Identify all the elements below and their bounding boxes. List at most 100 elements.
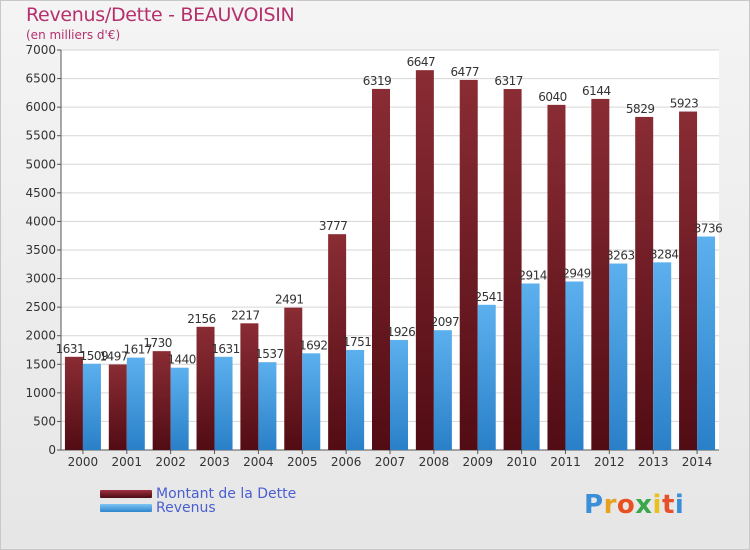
value-label-dette: 1730	[143, 336, 172, 350]
x-tick-label: 2009	[462, 455, 493, 469]
bar-revenus	[697, 236, 716, 450]
value-label-revenus: 2541	[474, 290, 503, 304]
value-label-dette: 6040	[538, 90, 567, 104]
value-label-dette: 6144	[582, 84, 611, 98]
bar-revenus	[82, 363, 101, 450]
logo-letter: r	[603, 490, 617, 520]
value-label-dette: 3777	[319, 219, 348, 233]
value-label-dette: 6319	[363, 74, 392, 88]
proxiti-logo: Proxiti	[584, 490, 684, 520]
value-label-revenus: 2914	[518, 268, 547, 282]
x-tick-label: 2001	[112, 455, 143, 469]
y-tick-label: 3000	[25, 272, 56, 286]
bar-dette	[64, 356, 83, 450]
x-tick-label: 2008	[419, 455, 450, 469]
bar-revenus	[126, 357, 145, 450]
y-tick-label: 6000	[25, 100, 56, 114]
value-label-dette: 5829	[626, 102, 655, 116]
x-tick-label: 2005	[287, 455, 318, 469]
x-tick-label: 2003	[199, 455, 230, 469]
x-tick-label: 2013	[638, 455, 669, 469]
x-tick-label: 2002	[155, 455, 186, 469]
bar-dette	[372, 88, 390, 451]
bar-dette	[240, 323, 259, 450]
value-label-dette: 6317	[494, 74, 523, 88]
y-tick-label: 5000	[25, 157, 56, 171]
bar-dette	[547, 104, 566, 450]
bar-dette	[328, 234, 347, 450]
x-tick-label: 2007	[375, 455, 406, 469]
legend-swatch-revenus	[100, 504, 152, 512]
bar-revenus	[258, 362, 277, 450]
value-label-dette: 1631	[56, 342, 85, 356]
bar-revenus	[214, 356, 233, 450]
x-tick-label: 2011	[550, 455, 581, 469]
logo-letter: x	[635, 490, 653, 520]
bar-revenus	[653, 262, 672, 450]
legend-swatch-dette	[100, 490, 152, 498]
logo-letter: o	[616, 490, 636, 520]
bar-revenus	[565, 281, 584, 450]
value-label-dette: 2217	[231, 308, 260, 322]
value-label-revenus: 1509	[80, 349, 109, 363]
bar-dette	[415, 70, 434, 451]
bar-dette	[679, 111, 698, 451]
legend-item-dette: Montant de la Dette	[100, 486, 297, 502]
value-label-dette: 5923	[670, 97, 699, 111]
x-tick-label: 2010	[506, 455, 537, 469]
logo-letter: t	[661, 490, 675, 520]
y-tick-label: 2000	[25, 329, 56, 343]
value-label-revenus: 1617	[124, 343, 153, 357]
x-tick-label: 2014	[682, 455, 713, 469]
value-label-dette: 1497	[100, 349, 129, 363]
x-tick-label: 2006	[331, 455, 362, 469]
legend-label-dette: Montant de la Dette	[156, 486, 297, 502]
value-label-dette: 6477	[450, 65, 479, 79]
bar-dette	[196, 326, 215, 450]
bar-revenus	[521, 283, 540, 450]
bar-revenus	[302, 353, 321, 450]
value-label-dette: 2156	[187, 312, 216, 326]
y-tick-label: 0	[48, 443, 56, 457]
logo-letter: i	[674, 490, 685, 520]
x-tick-label: 2012	[594, 455, 625, 469]
bar-dette	[503, 89, 522, 451]
bar-revenus	[390, 339, 408, 450]
chart-title: Revenus/Dette - BEAUVOISIN	[26, 4, 295, 26]
bar-revenus	[477, 304, 496, 450]
value-label-revenus: 1751	[343, 335, 372, 349]
y-tick-label: 7000	[25, 43, 56, 57]
value-label-revenus: 2097	[431, 315, 460, 329]
bar-dette	[635, 116, 654, 451]
y-tick-label: 1500	[25, 357, 56, 371]
bar-revenus	[170, 367, 189, 450]
value-label-revenus: 2949	[562, 266, 591, 280]
y-tick-label: 4500	[25, 186, 56, 200]
bar-revenus	[433, 330, 452, 450]
bar-dette	[284, 307, 303, 450]
value-label-revenus: 1440	[167, 353, 196, 367]
bar-dette	[459, 79, 478, 450]
bar-revenus	[346, 349, 365, 450]
value-label-revenus: 3284	[650, 247, 679, 261]
y-tick-label: 6500	[25, 72, 56, 86]
y-tick-label: 5500	[25, 129, 56, 143]
bar-revenus	[609, 263, 628, 450]
legend-item-revenus: Revenus	[100, 500, 216, 516]
value-label-revenus: 3736	[694, 222, 723, 236]
y-tick-label: 500	[33, 414, 56, 428]
value-label-revenus: 1537	[255, 347, 284, 361]
y-tick-label: 1000	[25, 386, 56, 400]
bar-dette	[152, 351, 171, 450]
logo-letter: i	[652, 490, 662, 520]
legend-label-revenus: Revenus	[156, 500, 216, 516]
value-label-dette: 6647	[407, 55, 436, 69]
bar-dette	[591, 98, 610, 451]
bar-dette	[108, 364, 127, 450]
value-label-revenus: 1926	[387, 325, 416, 339]
chart-subtitle: (en milliers d'€)	[26, 28, 121, 42]
value-label-revenus: 1631	[211, 342, 240, 356]
y-tick-label: 2500	[25, 300, 56, 314]
y-tick-label: 3500	[25, 243, 56, 257]
